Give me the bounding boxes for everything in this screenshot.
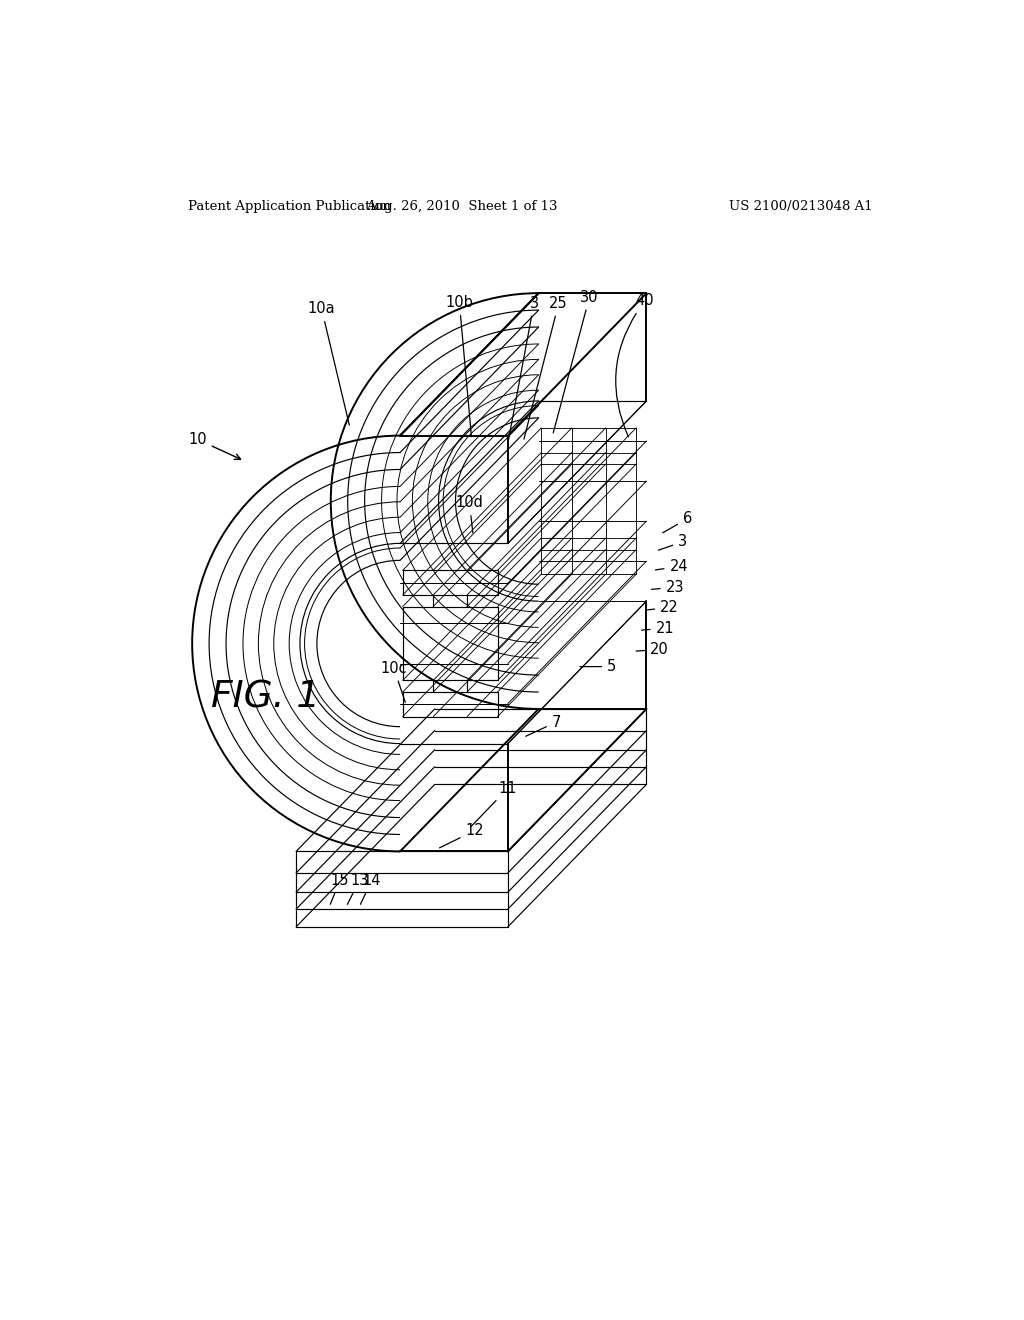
Text: 13: 13 [347,873,369,904]
Text: 23: 23 [651,579,684,595]
Text: 40: 40 [615,293,654,437]
Text: 14: 14 [360,873,381,904]
Text: 10c: 10c [381,660,408,702]
Text: 12: 12 [439,824,484,847]
Text: 10d: 10d [456,495,483,533]
Text: Patent Application Publication: Patent Application Publication [188,199,391,213]
Text: 10b: 10b [445,294,473,437]
Text: 3: 3 [658,535,687,550]
Text: 24: 24 [655,558,688,574]
Text: FIG. 1: FIG. 1 [211,680,321,715]
Text: 22: 22 [646,599,679,615]
Text: 21: 21 [641,620,674,636]
Text: 6: 6 [663,511,692,533]
Text: 25: 25 [524,296,568,440]
Text: 30: 30 [553,289,599,433]
Text: 15: 15 [331,873,349,904]
Text: 5: 5 [580,659,616,675]
Text: Aug. 26, 2010  Sheet 1 of 13: Aug. 26, 2010 Sheet 1 of 13 [366,199,557,213]
Text: 20: 20 [636,642,669,657]
Text: 10: 10 [188,432,241,459]
Text: 11: 11 [471,780,517,826]
Text: 7: 7 [525,714,561,737]
Text: 10a: 10a [307,301,349,425]
Text: US 2100/0213048 A1: US 2100/0213048 A1 [729,199,872,213]
Text: 3: 3 [508,296,539,441]
